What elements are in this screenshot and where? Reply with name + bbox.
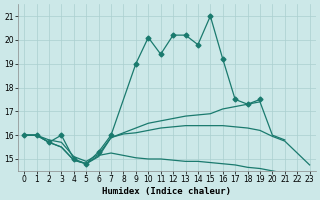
X-axis label: Humidex (Indice chaleur): Humidex (Indice chaleur) [102,187,231,196]
